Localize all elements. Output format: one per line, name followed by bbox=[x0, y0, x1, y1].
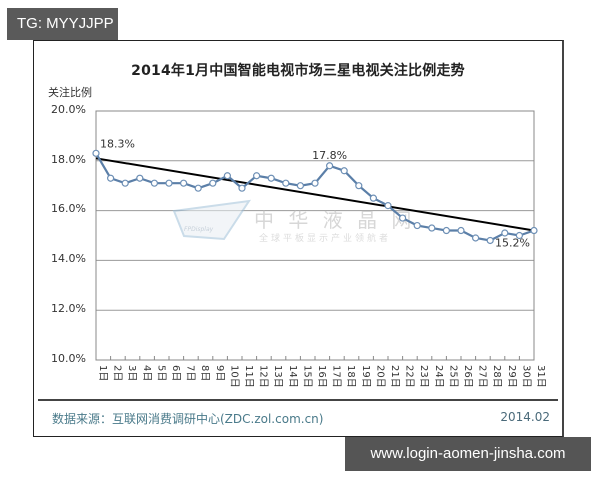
data-point bbox=[296, 182, 304, 190]
data-point bbox=[223, 172, 231, 180]
data-point bbox=[238, 184, 246, 192]
x-tick-label: 21日 bbox=[389, 365, 400, 388]
x-tick-label: 9日 bbox=[214, 365, 225, 381]
data-label: 15.2% bbox=[495, 237, 530, 250]
data-label: 17.8% bbox=[312, 149, 347, 162]
x-tick-label: 17日 bbox=[331, 365, 342, 388]
data-point bbox=[472, 234, 480, 242]
data-point bbox=[150, 179, 159, 187]
x-tick-label: 4日 bbox=[141, 365, 152, 381]
data-point bbox=[442, 226, 450, 235]
svg-text:全球平板显示产业领航者: 全球平板显示产业领航者 bbox=[259, 232, 391, 244]
y-tick-10: 10.0% bbox=[51, 352, 86, 365]
data-point bbox=[369, 194, 377, 202]
data-label: 18.3% bbox=[100, 137, 135, 150]
x-tick-label: 29日 bbox=[506, 365, 517, 388]
x-tick-label: 22日 bbox=[404, 365, 415, 388]
data-point bbox=[282, 179, 290, 187]
y-axis-label: 关注比例 bbox=[48, 86, 92, 99]
data-point bbox=[457, 226, 465, 235]
x-tick-label: 5日 bbox=[155, 365, 166, 381]
data-point bbox=[399, 214, 407, 222]
y-tick-14: 14.0% bbox=[51, 252, 86, 265]
data-point bbox=[326, 162, 334, 170]
x-tick-label: 8日 bbox=[199, 365, 210, 381]
x-tick-label: 28日 bbox=[491, 365, 502, 388]
data-point bbox=[253, 172, 261, 180]
x-tick-label: 25日 bbox=[447, 365, 458, 388]
svg-text:中 华 液 晶 网: 中 华 液 晶 网 bbox=[254, 208, 415, 232]
y-tick-18: 18.0% bbox=[51, 153, 86, 166]
x-tick-label: 12日 bbox=[258, 365, 269, 388]
data-point bbox=[136, 174, 144, 182]
x-tick-label: 19日 bbox=[360, 365, 371, 388]
x-tick-label: 31日 bbox=[535, 365, 546, 388]
y-tick-20: 20.0% bbox=[51, 103, 86, 116]
x-tick-label: 14日 bbox=[287, 365, 298, 388]
x-tick-label: 7日 bbox=[185, 365, 196, 381]
data-point bbox=[530, 226, 538, 235]
bottom-url-tag: www.login-aomen-jinsha.com bbox=[345, 437, 591, 471]
x-tick-label: 16日 bbox=[316, 365, 327, 388]
x-tick-label: 1日 bbox=[97, 365, 108, 381]
top-watermark-tag: TG: MYYJJPP bbox=[7, 8, 118, 40]
data-point bbox=[92, 149, 100, 157]
data-source: 数据来源：互联网消费调研中心(ZDC.zol.com.cn) bbox=[52, 412, 324, 426]
footer-divider bbox=[38, 399, 558, 401]
x-tick-label: 6日 bbox=[170, 365, 181, 381]
x-tick-label: 26日 bbox=[462, 365, 473, 388]
data-point bbox=[267, 174, 275, 182]
data-point bbox=[355, 182, 363, 190]
data-point bbox=[515, 231, 523, 240]
x-tick-label: 30日 bbox=[520, 365, 531, 388]
x-tick-label: 13日 bbox=[272, 365, 283, 388]
x-tick-label: 20日 bbox=[374, 365, 385, 388]
y-tick-12: 12.0% bbox=[51, 302, 86, 315]
x-tick-label: 24日 bbox=[433, 365, 444, 388]
data-point bbox=[194, 184, 202, 192]
data-point bbox=[486, 236, 494, 245]
x-tick-label: 3日 bbox=[126, 365, 137, 381]
data-point bbox=[106, 174, 115, 182]
chart-title: 2014年1月中国智能电视市场三星电视关注比例走势 bbox=[131, 63, 465, 79]
data-point bbox=[340, 167, 348, 175]
trend-line bbox=[95, 157, 535, 232]
data-point bbox=[121, 179, 129, 187]
data-point bbox=[384, 202, 392, 210]
y-tick-16: 16.0% bbox=[51, 202, 86, 215]
publish-date: 2014.02 bbox=[500, 410, 550, 424]
data-point bbox=[311, 179, 319, 187]
data-point bbox=[413, 221, 421, 230]
data-point bbox=[165, 179, 173, 187]
data-point bbox=[180, 179, 188, 187]
x-tick-label: 2日 bbox=[112, 365, 123, 381]
line-chart: 1日 2日 3日 4日 5日 6日 7日 8日 9日 10日 11日 12日 13日 14日 15日 16日 1… bbox=[92, 110, 546, 388]
data-point bbox=[501, 229, 509, 237]
data-point bbox=[428, 224, 436, 232]
x-tick-label: 11日 bbox=[243, 365, 254, 388]
x-tick-label: 18日 bbox=[345, 365, 356, 388]
svg-text:FPDisplay: FPDisplay bbox=[184, 226, 214, 233]
x-tick-label: 10日 bbox=[228, 365, 239, 388]
x-tick-label: 15日 bbox=[301, 365, 312, 388]
data-point bbox=[209, 179, 217, 187]
chart-frame: 2014年1月中国智能电视市场三星电视关注比例走势 关注比例 20.0% 18.… bbox=[33, 40, 564, 437]
x-tick-label: 27日 bbox=[477, 365, 488, 388]
x-tick-label: 23日 bbox=[418, 365, 429, 388]
